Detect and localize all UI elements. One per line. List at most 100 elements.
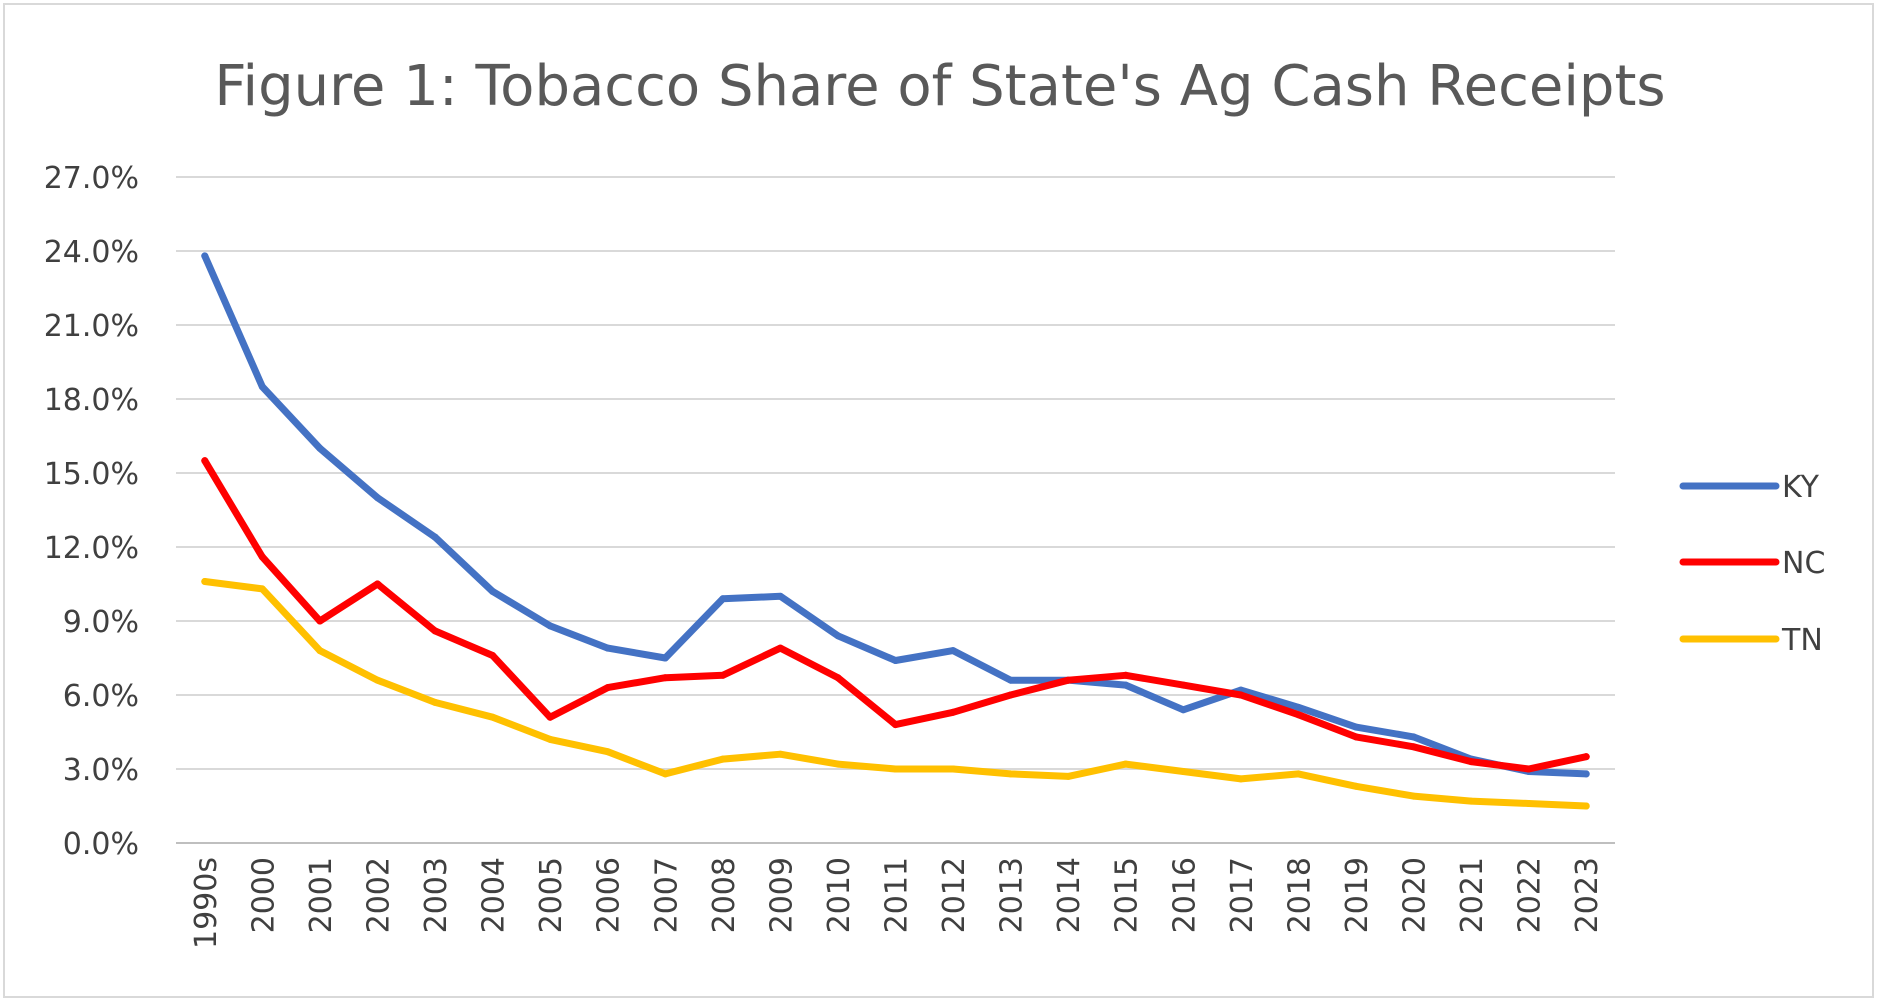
data-point	[546, 622, 554, 630]
data-point	[1007, 676, 1015, 684]
data-point	[258, 553, 266, 561]
data-point	[489, 652, 497, 660]
line-chart: Figure 1: Tobacco Share of State's Ag Ca…	[44, 54, 1826, 949]
x-tick-label: 2021	[1455, 857, 1490, 933]
legend-label-tn: TN	[1781, 623, 1823, 658]
data-point	[1122, 671, 1130, 679]
x-tick-label: 2007	[649, 857, 684, 933]
data-point	[201, 457, 209, 465]
data-point	[316, 647, 324, 655]
x-tick-label: 2014	[1052, 857, 1087, 933]
data-point	[892, 721, 899, 729]
data-point	[892, 656, 899, 664]
data-point	[1122, 681, 1130, 689]
data-point	[201, 578, 209, 586]
data-point	[1237, 691, 1245, 699]
series-points-ky	[201, 252, 1590, 778]
data-point	[1064, 772, 1072, 780]
data-point	[431, 533, 439, 541]
data-point	[1467, 758, 1475, 766]
data-point	[1467, 797, 1475, 805]
data-point	[604, 748, 612, 756]
x-tick-label: 2023	[1570, 857, 1605, 933]
data-point	[1525, 800, 1533, 808]
data-point	[834, 674, 842, 682]
data-point	[316, 617, 324, 625]
data-point	[1352, 733, 1360, 741]
x-tick-label: 2000	[246, 857, 281, 933]
data-point	[719, 595, 727, 603]
data-point	[892, 765, 899, 773]
series-points-tn	[201, 578, 1590, 810]
chart-frame: Figure 1: Tobacco Share of State's Ag Ca…	[3, 3, 1874, 998]
data-point	[201, 252, 209, 260]
y-tick-label: 0.0%	[63, 827, 139, 862]
x-tick-label: 2010	[822, 857, 857, 933]
x-tick-label: 2011	[880, 857, 915, 933]
data-point	[1294, 770, 1302, 778]
y-tick-label: 21.0%	[44, 309, 139, 344]
y-tick-label: 27.0%	[44, 161, 139, 196]
gridlines	[176, 176, 1615, 770]
data-point	[834, 760, 842, 768]
x-tick-label: 2006	[592, 857, 627, 933]
data-point	[1582, 802, 1590, 810]
y-tick-label: 6.0%	[63, 679, 139, 714]
y-axis-tick-labels: 0.0% 3.0% 6.0% 9.0% 12.0% 15.0% 18.0% 21.0% 24.0…	[44, 161, 139, 862]
y-tick-label: 24.0%	[44, 235, 139, 270]
data-point	[776, 592, 784, 600]
legend-label-ky: KY	[1782, 470, 1820, 505]
data-point	[661, 654, 669, 662]
data-point	[1007, 691, 1015, 699]
legend: KY NC TN	[1679, 470, 1825, 658]
data-point	[258, 585, 266, 593]
x-tick-label: 2003	[419, 857, 454, 933]
chart-title: Figure 1: Tobacco Share of State's Ag Ca…	[214, 54, 1665, 119]
series-points-nc	[201, 457, 1590, 773]
data-point	[373, 580, 381, 588]
legend-label-nc: NC	[1782, 546, 1825, 581]
data-point	[1410, 743, 1418, 751]
data-point	[546, 735, 554, 743]
x-tick-label: 1990s	[189, 857, 224, 949]
data-point	[373, 494, 381, 502]
x-tick-label: 2008	[707, 857, 742, 933]
data-point	[1179, 706, 1187, 714]
data-point	[661, 674, 669, 682]
data-point	[373, 676, 381, 684]
x-tick-label: 2002	[361, 857, 396, 933]
x-tick-label: 2019	[1340, 857, 1375, 933]
data-point	[719, 671, 727, 679]
data-point	[1294, 703, 1302, 711]
data-point	[1352, 782, 1360, 790]
data-point	[834, 632, 842, 640]
data-point	[949, 765, 957, 773]
data-point	[489, 713, 497, 721]
x-axis-tick-labels: 1990s 2000 2001 2002 2003 2004 2005 2006 2007 200…	[189, 857, 1605, 949]
x-tick-label: 2001	[304, 857, 339, 933]
x-tick-label: 2015	[1110, 857, 1145, 933]
x-tick-label: 2012	[937, 857, 972, 933]
data-point	[1582, 753, 1590, 761]
x-tick-label: 2017	[1225, 857, 1260, 933]
data-point	[949, 647, 957, 655]
x-tick-label: 2009	[764, 857, 799, 933]
y-tick-label: 12.0%	[44, 531, 139, 566]
data-point	[1237, 775, 1245, 783]
data-point	[1179, 681, 1187, 689]
y-tick-label: 15.0%	[44, 457, 139, 492]
data-point	[1294, 711, 1302, 719]
data-point	[546, 713, 554, 721]
data-point	[1179, 767, 1187, 775]
data-point	[604, 644, 612, 652]
series-lines	[201, 252, 1590, 810]
x-tick-label: 2020	[1398, 857, 1433, 933]
data-point	[1410, 792, 1418, 800]
data-point	[316, 444, 324, 452]
x-tick-label: 2022	[1513, 857, 1548, 933]
data-point	[776, 750, 784, 758]
x-tick-label: 2013	[995, 857, 1030, 933]
data-point	[1525, 765, 1533, 773]
data-point	[776, 644, 784, 652]
data-point	[661, 770, 669, 778]
